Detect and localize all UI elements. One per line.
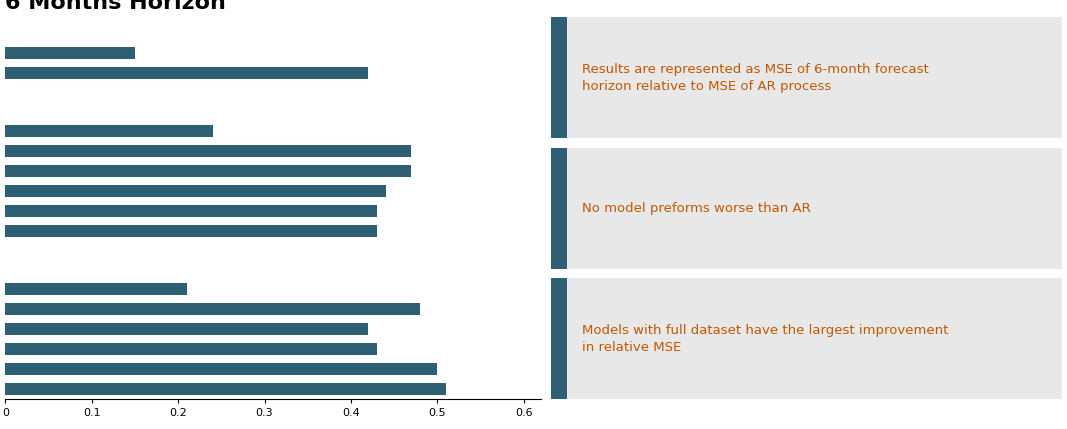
Bar bbox=[5, 363, 437, 375]
Text: 6 Months Horizon: 6 Months Horizon bbox=[5, 0, 226, 13]
Bar bbox=[5, 125, 212, 137]
Bar bbox=[5, 303, 420, 315]
FancyBboxPatch shape bbox=[552, 148, 567, 269]
Bar bbox=[5, 383, 446, 395]
Bar bbox=[5, 225, 377, 237]
Text: Results are represented as MSE of 6-month forecast
horizon relative to MSE of AR: Results are represented as MSE of 6-mont… bbox=[583, 63, 929, 93]
Bar bbox=[5, 323, 368, 335]
Bar bbox=[5, 67, 368, 79]
Text: Models with full dataset have the largest improvement
in relative MSE: Models with full dataset have the larges… bbox=[583, 323, 949, 353]
FancyBboxPatch shape bbox=[552, 17, 1062, 138]
Text: No model preforms worse than AR: No model preforms worse than AR bbox=[583, 202, 811, 214]
Bar bbox=[5, 165, 412, 177]
Bar bbox=[5, 343, 377, 355]
FancyBboxPatch shape bbox=[552, 278, 1062, 399]
FancyBboxPatch shape bbox=[552, 148, 1062, 269]
FancyBboxPatch shape bbox=[552, 278, 567, 399]
Bar bbox=[5, 205, 377, 217]
Bar bbox=[5, 283, 187, 295]
Bar bbox=[5, 145, 412, 157]
FancyBboxPatch shape bbox=[552, 17, 567, 138]
Bar bbox=[5, 185, 385, 197]
Bar bbox=[5, 47, 134, 59]
